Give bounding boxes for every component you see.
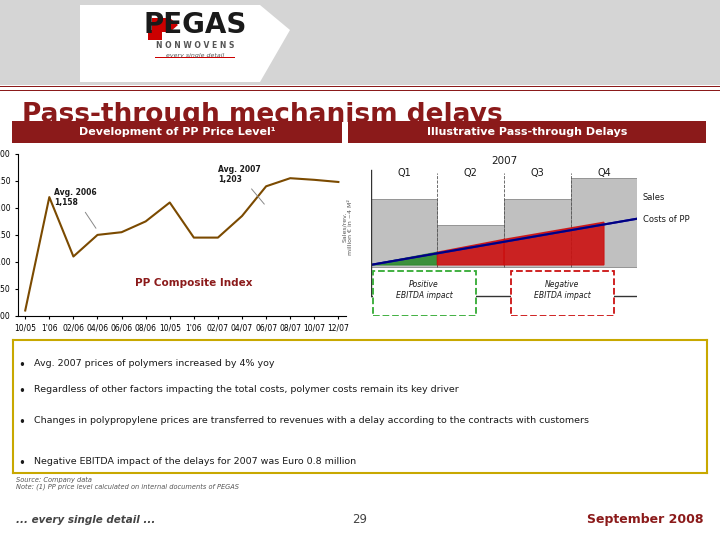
Text: Positive
EBITDA impact: Positive EBITDA impact bbox=[396, 280, 452, 300]
Bar bbox=[371, 199, 438, 267]
Text: 2007: 2007 bbox=[491, 156, 517, 166]
Text: PEGAS: PEGAS bbox=[143, 11, 247, 39]
Text: Avg. 2007 prices of polymers increased by 4% yoy: Avg. 2007 prices of polymers increased b… bbox=[34, 359, 274, 368]
FancyArrow shape bbox=[148, 30, 162, 40]
Text: Source: Company data
Note: (1) PP price level calculated on internal documents o: Source: Company data Note: (1) PP price … bbox=[17, 476, 240, 490]
Bar bbox=[348, 121, 706, 143]
Bar bbox=[12, 121, 342, 143]
Text: Pass-through mechanism delays: Pass-through mechanism delays bbox=[22, 102, 503, 128]
Text: Avg. 2007
1,203: Avg. 2007 1,203 bbox=[218, 165, 264, 204]
Text: Q2: Q2 bbox=[464, 168, 477, 179]
Bar bbox=[571, 178, 637, 267]
Text: Changes in polypropylene prices are transferred to revenues with a delay accordi: Changes in polypropylene prices are tran… bbox=[34, 416, 589, 424]
Text: •: • bbox=[19, 359, 25, 372]
Bar bbox=[0, 0, 720, 85]
Bar bbox=[155, 57, 235, 58]
Text: Sales/rev.
million € in ~4 M²: Sales/rev. million € in ~4 M² bbox=[342, 199, 353, 255]
FancyArrow shape bbox=[152, 18, 178, 32]
Text: 29: 29 bbox=[353, 514, 367, 526]
Text: September 2008: September 2008 bbox=[587, 514, 703, 526]
Bar bbox=[438, 225, 504, 267]
Text: Q1: Q1 bbox=[397, 168, 411, 179]
Text: •: • bbox=[19, 385, 25, 398]
Text: Q3: Q3 bbox=[531, 168, 544, 179]
Polygon shape bbox=[371, 252, 438, 265]
Polygon shape bbox=[80, 5, 290, 82]
Text: •: • bbox=[19, 457, 25, 470]
Bar bbox=[0, 85, 720, 540]
Text: every single detail: every single detail bbox=[166, 52, 224, 57]
Polygon shape bbox=[504, 222, 604, 265]
Text: Development of PP Price Level¹: Development of PP Price Level¹ bbox=[78, 127, 275, 137]
Text: Q4: Q4 bbox=[597, 168, 611, 179]
Text: N O N W O V E N S: N O N W O V E N S bbox=[156, 40, 234, 50]
Bar bbox=[0, 90, 720, 91]
Text: ... every single detail ...: ... every single detail ... bbox=[17, 515, 156, 525]
Text: Regardless of other factors impacting the total costs, polymer costs remain its : Regardless of other factors impacting th… bbox=[34, 385, 459, 394]
Text: Negative
EBITDA impact: Negative EBITDA impact bbox=[534, 280, 590, 300]
Text: Sales: Sales bbox=[642, 193, 665, 202]
Text: Illustrative Pass-through Delays: Illustrative Pass-through Delays bbox=[427, 127, 627, 137]
Bar bbox=[504, 199, 571, 267]
Polygon shape bbox=[438, 239, 504, 265]
Text: Avg. 2006
1,158: Avg. 2006 1,158 bbox=[54, 188, 96, 228]
Text: PP Composite Index: PP Composite Index bbox=[135, 278, 253, 288]
Bar bbox=[0, 85, 720, 87]
FancyBboxPatch shape bbox=[510, 271, 614, 316]
FancyBboxPatch shape bbox=[373, 271, 476, 316]
Text: Negative EBITDA impact of the delays for 2007 was Euro 0.8 million: Negative EBITDA impact of the delays for… bbox=[34, 457, 356, 465]
Text: Costs of PP: Costs of PP bbox=[642, 215, 689, 224]
Text: •: • bbox=[19, 416, 25, 429]
